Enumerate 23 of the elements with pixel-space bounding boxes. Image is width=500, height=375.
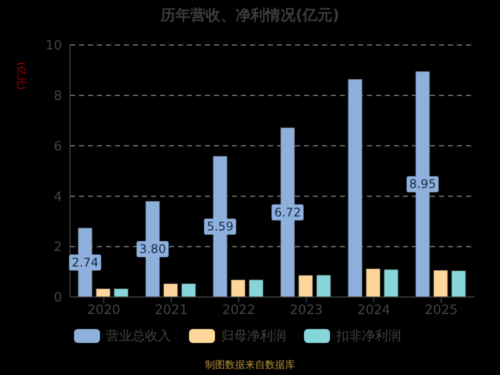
data-label: 2.74 bbox=[72, 255, 98, 270]
legend-label: 归母净利润 bbox=[221, 328, 286, 345]
y-tick-label: 2 bbox=[54, 240, 62, 256]
x-tick-label: 2024 bbox=[357, 303, 390, 318]
data-label: 8.95 bbox=[409, 177, 436, 192]
x-tick-label: 2021 bbox=[154, 303, 188, 318]
y-tick-label: 0 bbox=[54, 290, 62, 306]
x-tick-label: 2025 bbox=[424, 303, 458, 318]
data-label: 6.72 bbox=[274, 205, 301, 220]
text: 制图数据来自数据库 bbox=[204, 358, 296, 372]
legend-label: 营业总收入 bbox=[106, 328, 171, 345]
chart-title: 历年营收、净利情况(亿元) bbox=[159, 6, 340, 25]
y-axis-title: (亿元) bbox=[14, 62, 27, 90]
y-tick-label: 8 bbox=[54, 89, 62, 104]
legend-label: 扣非净利润 bbox=[336, 328, 401, 345]
x-tick-label: 2020 bbox=[87, 303, 120, 318]
y-tick-label: 6 bbox=[54, 139, 62, 154]
data-label: 5.59 bbox=[206, 220, 234, 234]
x-tick-label: 2022 bbox=[222, 303, 256, 318]
y-tick-label: 10 bbox=[45, 38, 62, 54]
y-tick-label: 4 bbox=[54, 190, 62, 205]
x-tick-label: 2023 bbox=[290, 303, 323, 318]
data-label: 3.80 bbox=[139, 242, 166, 256]
